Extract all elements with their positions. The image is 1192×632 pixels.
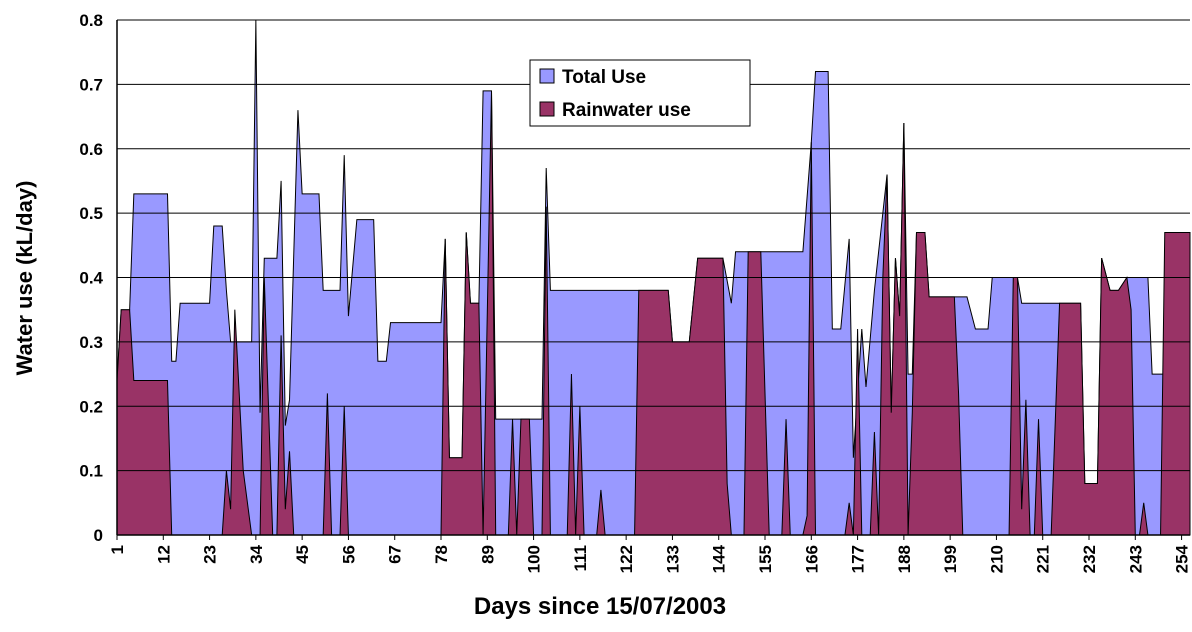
y-tick-label: 0.6 — [79, 140, 103, 159]
x-tick-label: 111 — [571, 545, 590, 572]
x-tick-label: 232 — [1080, 545, 1099, 573]
y-tick-label: 0.8 — [79, 11, 103, 30]
x-tick-label: 67 — [386, 545, 405, 564]
legend: Total Use Rainwater use — [529, 59, 751, 127]
legend-label: Rainwater use — [562, 100, 691, 121]
legend-box — [529, 59, 751, 127]
x-tick-label: 188 — [895, 545, 914, 573]
x-tick-label: 221 — [1034, 545, 1053, 573]
legend-label: Total Use — [562, 67, 646, 88]
x-tick-label: 45 — [293, 545, 312, 564]
y-tick-label: 0.2 — [79, 397, 103, 416]
legend-swatch — [539, 68, 555, 84]
x-tick-label: 100 — [525, 545, 544, 573]
x-tick-label: 144 — [710, 544, 729, 573]
x-tick-label: 122 — [617, 545, 636, 573]
x-axis-title: Days since 15/07/2003 — [474, 593, 726, 620]
x-tick-label: 78 — [432, 545, 451, 564]
y-tick-label: 0.3 — [79, 333, 103, 352]
x-tick-label: 199 — [941, 545, 960, 573]
x-tick-label: 243 — [1126, 545, 1145, 573]
x-tick-label: 34 — [247, 544, 266, 563]
x-tick-label: 155 — [756, 545, 775, 573]
x-tick-label: 133 — [663, 545, 682, 573]
y-tick-label: 0.7 — [79, 75, 103, 94]
x-tick-label: 89 — [478, 545, 497, 564]
y-tick-label: 0.1 — [79, 462, 103, 481]
x-tick-label: 1 — [108, 545, 127, 554]
legend-swatch — [539, 101, 555, 117]
y-tick-label: 0 — [94, 526, 103, 545]
y-tick-label: 0.5 — [79, 204, 103, 223]
x-tick-label: 177 — [849, 545, 868, 573]
y-tick-label: 0.4 — [79, 269, 103, 288]
x-tick-label: 210 — [987, 545, 1006, 573]
x-tick-label: 12 — [154, 545, 173, 564]
x-tick-label: 23 — [201, 545, 220, 564]
x-tick-label: 166 — [802, 545, 821, 573]
y-axis-title: Water use (kL/day) — [12, 181, 37, 376]
x-tick-label: 56 — [339, 545, 358, 564]
x-tick-label: 254 — [1173, 544, 1192, 573]
